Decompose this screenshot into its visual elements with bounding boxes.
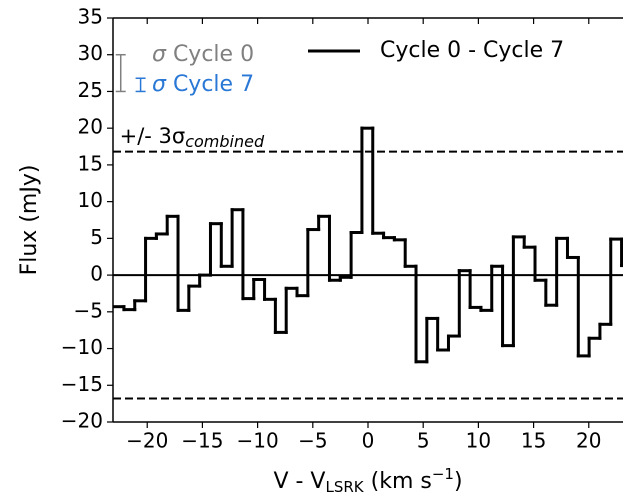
- y-tick-label: 20: [78, 115, 103, 139]
- x-tick-label: 15: [521, 429, 546, 453]
- annotation: +/- 3σcombined: [120, 124, 265, 151]
- error-bar-label: σ Cycle 0: [152, 42, 254, 67]
- error-bar-label-symbol: σ: [152, 42, 167, 67]
- x-tick-label: 5: [417, 429, 430, 453]
- x-tick-label: −20: [126, 429, 168, 453]
- y-tick-label: −5: [74, 298, 103, 322]
- y-tick-label: 25: [78, 78, 103, 102]
- error-bar-label-text: Cycle 7: [166, 72, 254, 97]
- x-tick-label: −5: [298, 429, 327, 453]
- x-tick-label: 10: [466, 429, 491, 453]
- series-group: [113, 126, 623, 364]
- y-tick-label: 10: [78, 188, 103, 212]
- error-bar-label-text: Cycle 0: [166, 42, 254, 67]
- y-tick-label: 0: [90, 262, 103, 286]
- error-bar-label: σ Cycle 7: [152, 72, 254, 97]
- y-tick-label: 30: [78, 41, 103, 65]
- y-axis-label: Flux (mJy): [17, 165, 42, 276]
- x-tick-label: 0: [362, 429, 375, 453]
- y-tick-label: 35: [78, 5, 103, 29]
- y-tick-label: −10: [61, 335, 103, 359]
- y-tick-label: 5: [90, 225, 103, 249]
- annotation-text: +/- 3σ: [120, 124, 186, 148]
- annotation-subscript: combined: [185, 131, 265, 150]
- y-tick-label: 15: [78, 151, 103, 175]
- y-tick-label: −15: [61, 372, 103, 396]
- legend-label: Cycle 0 - Cycle 7: [380, 38, 564, 63]
- x-tick-label: −10: [237, 429, 279, 453]
- x-tick-label: −15: [181, 429, 223, 453]
- x-axis-label: V - VLSRK (km s−1): [273, 465, 462, 496]
- x-tick-label: 20: [576, 429, 601, 453]
- y-tick-label: −20: [61, 409, 103, 433]
- error-bar-label-symbol: σ: [152, 72, 167, 97]
